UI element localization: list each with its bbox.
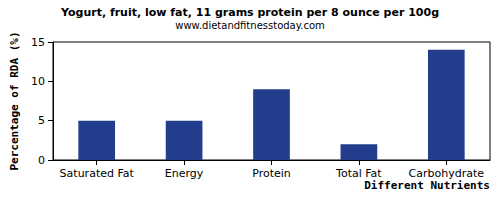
- svg-text:5: 5: [38, 114, 45, 127]
- svg-text:Carbohydrate: Carbohydrate: [409, 167, 485, 180]
- svg-text:Saturated Fat: Saturated Fat: [60, 167, 135, 180]
- svg-text:Yogurt, fruit, low fat, 11 gra: Yogurt, fruit, low fat, 11 grams protein…: [60, 6, 439, 19]
- svg-text:10: 10: [31, 75, 45, 88]
- svg-text:Different Nutrients: Different Nutrients: [364, 179, 490, 192]
- svg-text:Percentage of RDA (%): Percentage of RDA (%): [8, 31, 21, 170]
- svg-text:15: 15: [31, 36, 45, 49]
- svg-text:Total Fat: Total Fat: [335, 167, 382, 180]
- svg-text:Energy: Energy: [165, 167, 204, 180]
- svg-text:www.dietandfitnesstoday.com: www.dietandfitnesstoday.com: [175, 20, 324, 31]
- svg-text:0: 0: [38, 154, 45, 167]
- svg-text:Protein: Protein: [252, 167, 291, 180]
